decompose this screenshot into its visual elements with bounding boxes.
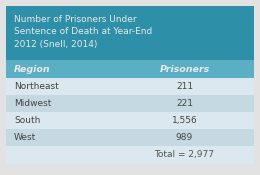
- FancyBboxPatch shape: [6, 95, 115, 112]
- Text: 221: 221: [176, 99, 193, 108]
- FancyBboxPatch shape: [6, 129, 115, 146]
- Text: Prisoners: Prisoners: [159, 65, 210, 74]
- FancyBboxPatch shape: [6, 112, 115, 129]
- Text: Number of Prisoners Under
Sentence of Death at Year-End
2012 (Snell, 2014): Number of Prisoners Under Sentence of De…: [14, 15, 152, 49]
- FancyBboxPatch shape: [6, 146, 115, 164]
- Text: 989: 989: [176, 133, 193, 142]
- FancyBboxPatch shape: [115, 112, 254, 129]
- Text: Total = 2,977: Total = 2,977: [154, 150, 214, 159]
- FancyBboxPatch shape: [6, 78, 115, 95]
- Text: 211: 211: [176, 82, 193, 91]
- FancyBboxPatch shape: [115, 60, 254, 78]
- Text: Northeast: Northeast: [14, 82, 59, 91]
- Text: Midwest: Midwest: [14, 99, 51, 108]
- FancyBboxPatch shape: [6, 60, 115, 78]
- Text: 1,556: 1,556: [172, 116, 197, 125]
- FancyBboxPatch shape: [115, 129, 254, 146]
- Text: Region: Region: [14, 65, 51, 74]
- FancyBboxPatch shape: [115, 95, 254, 112]
- Text: West: West: [14, 133, 36, 142]
- Text: South: South: [14, 116, 40, 125]
- FancyBboxPatch shape: [115, 146, 254, 164]
- FancyBboxPatch shape: [115, 78, 254, 95]
- FancyBboxPatch shape: [6, 6, 254, 60]
